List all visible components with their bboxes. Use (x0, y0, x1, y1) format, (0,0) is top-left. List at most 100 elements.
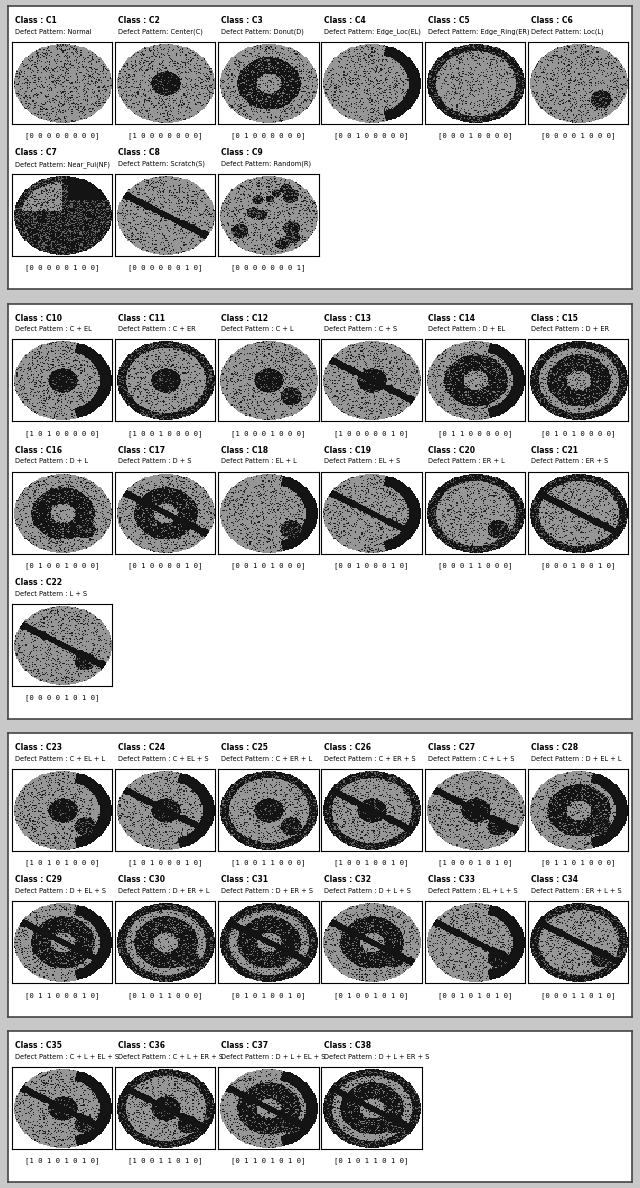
Text: Class : C32: Class : C32 (324, 876, 371, 885)
Text: Defect Pattern: Donut(D): Defect Pattern: Donut(D) (221, 29, 304, 36)
Text: [0 0 0 0 0 1 0 0]: [0 0 0 0 0 1 0 0] (25, 265, 99, 271)
Text: Defect Pattern : D + ER: Defect Pattern : D + ER (531, 327, 609, 333)
Text: [1 0 1 0 1 0 0 0]: [1 0 1 0 1 0 0 0] (25, 860, 99, 866)
Text: Defect Pattern: Center(C): Defect Pattern: Center(C) (118, 29, 203, 36)
Text: [0 0 0 1 1 0 0 0]: [0 0 0 1 1 0 0 0] (438, 562, 512, 569)
Text: [0 0 0 0 1 0 1 0]: [0 0 0 0 1 0 1 0] (25, 694, 99, 701)
Text: Class : C25: Class : C25 (221, 744, 268, 752)
Text: [0 0 1 0 1 0 0 0]: [0 0 1 0 1 0 0 0] (231, 562, 305, 569)
Text: [0 1 0 1 0 0 1 0]: [0 1 0 1 0 0 1 0] (231, 992, 305, 999)
Text: Defect Pattern: Edge_Loc(EL): Defect Pattern: Edge_Loc(EL) (324, 29, 421, 36)
Text: Defect Pattern : C + ER: Defect Pattern : C + ER (118, 327, 196, 333)
Text: Defect Pattern : C + L + ER + S: Defect Pattern : C + L + ER + S (118, 1054, 223, 1060)
Text: Class : C21: Class : C21 (531, 446, 578, 455)
Text: [0 1 1 0 0 0 1 0]: [0 1 1 0 0 0 1 0] (25, 992, 99, 999)
Text: Class : C11: Class : C11 (118, 314, 164, 323)
Text: [0 0 0 0 0 0 0 0]: [0 0 0 0 0 0 0 0] (25, 132, 99, 139)
Text: [0 0 1 0 0 0 1 0]: [0 0 1 0 0 0 1 0] (335, 562, 409, 569)
Text: Class : C37: Class : C37 (221, 1041, 268, 1050)
Text: [1 0 0 1 0 0 0 0]: [1 0 0 1 0 0 0 0] (128, 430, 202, 437)
Text: Class : C26: Class : C26 (324, 744, 371, 752)
Text: Defect Pattern : D + L + EL + S: Defect Pattern : D + L + EL + S (221, 1054, 325, 1060)
Text: Class : C16: Class : C16 (15, 446, 61, 455)
Text: [0 1 1 0 1 0 1 0]: [0 1 1 0 1 0 1 0] (231, 1157, 305, 1164)
Text: [0 1 1 0 1 0 0 0]: [0 1 1 0 1 0 0 0] (541, 860, 615, 866)
Text: Defect Pattern : EL + S: Defect Pattern : EL + S (324, 459, 401, 465)
Text: Class : C38: Class : C38 (324, 1041, 371, 1050)
Text: Class : C9: Class : C9 (221, 148, 263, 157)
Text: Class : C3: Class : C3 (221, 15, 263, 25)
Text: Class : C13: Class : C13 (324, 314, 371, 323)
Text: [1 0 0 0 0 0 0 0]: [1 0 0 0 0 0 0 0] (128, 132, 202, 139)
Text: [0 1 0 0 0 0 1 0]: [0 1 0 0 0 0 1 0] (128, 562, 202, 569)
Text: Defect Pattern: Random(R): Defect Pattern: Random(R) (221, 160, 311, 168)
Text: Class : C22: Class : C22 (15, 577, 61, 587)
Text: [1 0 0 1 1 0 1 0]: [1 0 0 1 1 0 1 0] (128, 1157, 202, 1164)
Text: Defect Pattern : C + EL + L: Defect Pattern : C + EL + L (15, 756, 105, 762)
Text: Class : C30: Class : C30 (118, 876, 164, 885)
Text: Defect Pattern : D + ER + S: Defect Pattern : D + ER + S (221, 889, 313, 895)
Text: Class : C27: Class : C27 (428, 744, 475, 752)
Text: [0 0 0 1 0 0 1 0]: [0 0 0 1 0 0 1 0] (541, 562, 615, 569)
Text: Class : C10: Class : C10 (15, 314, 61, 323)
Text: [0 1 1 0 0 0 0 0]: [0 1 1 0 0 0 0 0] (438, 430, 512, 437)
Text: [0 1 0 1 0 0 0 0]: [0 1 0 1 0 0 0 0] (541, 430, 615, 437)
Text: Class : C20: Class : C20 (428, 446, 474, 455)
Text: Defect Pattern: Scratch(S): Defect Pattern: Scratch(S) (118, 160, 205, 168)
Text: Defect Pattern : ER + S: Defect Pattern : ER + S (531, 459, 608, 465)
Text: [0 0 0 0 1 0 0 0]: [0 0 0 0 1 0 0 0] (541, 132, 615, 139)
Text: Defect Pattern : EL + L: Defect Pattern : EL + L (221, 459, 297, 465)
Text: Class : C28: Class : C28 (531, 744, 578, 752)
Text: Defect Pattern : D + EL + L: Defect Pattern : D + EL + L (531, 756, 621, 762)
Text: Class : C15: Class : C15 (531, 314, 578, 323)
Text: Defect Pattern : D + L + ER + S: Defect Pattern : D + L + ER + S (324, 1054, 429, 1060)
Text: Defect Pattern : D + EL + S: Defect Pattern : D + EL + S (15, 889, 106, 895)
Text: Class : C24: Class : C24 (118, 744, 164, 752)
Text: Class : C29: Class : C29 (15, 876, 61, 885)
Text: Class : C1: Class : C1 (15, 15, 56, 25)
Text: [0 0 0 0 0 0 1 0]: [0 0 0 0 0 0 1 0] (128, 265, 202, 271)
Text: Class : C31: Class : C31 (221, 876, 268, 885)
Text: [0 0 1 0 0 0 0 0]: [0 0 1 0 0 0 0 0] (335, 132, 409, 139)
Text: [1 0 0 1 0 0 1 0]: [1 0 0 1 0 0 1 0] (335, 860, 409, 866)
Text: Defect Pattern : C + S: Defect Pattern : C + S (324, 327, 397, 333)
Text: [1 0 0 0 1 0 0 0]: [1 0 0 0 1 0 0 0] (231, 430, 305, 437)
Text: Defect Pattern : C + ER + S: Defect Pattern : C + ER + S (324, 756, 416, 762)
Text: [1 0 1 0 0 0 0 0]: [1 0 1 0 0 0 0 0] (25, 430, 99, 437)
Text: Class : C33: Class : C33 (428, 876, 474, 885)
Text: Class : C5: Class : C5 (428, 15, 469, 25)
Text: Class : C7: Class : C7 (15, 148, 56, 157)
Text: Defect Pattern: Near_Ful(NF): Defect Pattern: Near_Ful(NF) (15, 160, 109, 168)
Text: Defect Pattern : C + L + EL + S: Defect Pattern : C + L + EL + S (15, 1054, 118, 1060)
Text: Defect Pattern : ER + L: Defect Pattern : ER + L (428, 459, 504, 465)
Text: Defect Pattern: Loc(L): Defect Pattern: Loc(L) (531, 29, 604, 36)
Text: Defect Pattern : C + EL + S: Defect Pattern : C + EL + S (118, 756, 209, 762)
Text: [0 0 0 1 1 0 1 0]: [0 0 0 1 1 0 1 0] (541, 992, 615, 999)
Text: Defect Pattern : D + ER + L: Defect Pattern : D + ER + L (118, 889, 209, 895)
Text: Defect Pattern : ER + L + S: Defect Pattern : ER + L + S (531, 889, 621, 895)
Text: Class : C14: Class : C14 (428, 314, 474, 323)
Text: [0 1 0 0 0 0 0 0]: [0 1 0 0 0 0 0 0] (231, 132, 305, 139)
Text: [1 0 0 0 1 0 1 0]: [1 0 0 0 1 0 1 0] (438, 860, 512, 866)
Text: Defect Pattern : D + S: Defect Pattern : D + S (118, 459, 191, 465)
Text: Class : C8: Class : C8 (118, 148, 159, 157)
Text: Class : C35: Class : C35 (15, 1041, 61, 1050)
Text: Defect Pattern: Edge_Ring(ER): Defect Pattern: Edge_Ring(ER) (428, 29, 529, 36)
Text: Defect Pattern : D + L + S: Defect Pattern : D + L + S (324, 889, 411, 895)
Text: Defect Pattern : C + EL: Defect Pattern : C + EL (15, 327, 92, 333)
Text: [0 0 0 1 0 0 0 0]: [0 0 0 1 0 0 0 0] (438, 132, 512, 139)
Text: Class : C36: Class : C36 (118, 1041, 164, 1050)
Text: Class : C34: Class : C34 (531, 876, 578, 885)
Text: [1 0 0 1 1 0 0 0]: [1 0 0 1 1 0 0 0] (231, 860, 305, 866)
Text: Defect Pattern : D + L: Defect Pattern : D + L (15, 459, 88, 465)
Text: [0 0 1 0 1 0 1 0]: [0 0 1 0 1 0 1 0] (438, 992, 512, 999)
Text: Class : C6: Class : C6 (531, 15, 573, 25)
Text: [0 1 0 0 1 0 0 0]: [0 1 0 0 1 0 0 0] (25, 562, 99, 569)
Text: Class : C4: Class : C4 (324, 15, 366, 25)
Text: [1 0 1 0 1 0 1 0]: [1 0 1 0 1 0 1 0] (25, 1157, 99, 1164)
Text: Defect Pattern : C + ER + L: Defect Pattern : C + ER + L (221, 756, 312, 762)
Text: Defect Pattern : D + EL: Defect Pattern : D + EL (428, 327, 505, 333)
Text: Defect Pattern : C + L: Defect Pattern : C + L (221, 327, 294, 333)
Text: Defect Pattern : L + S: Defect Pattern : L + S (15, 590, 86, 596)
Text: Class : C17: Class : C17 (118, 446, 165, 455)
